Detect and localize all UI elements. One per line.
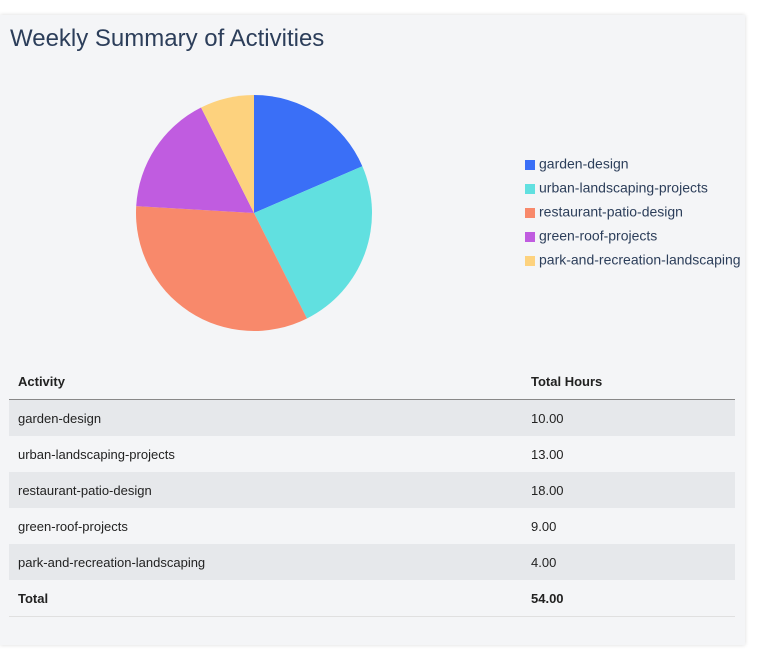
column-header: Total Hours (522, 363, 735, 400)
legend-swatch (525, 184, 535, 194)
table-row: restaurant-patio-design 18.00 (9, 472, 735, 508)
pie-slice (201, 95, 254, 213)
legend-label: park-and-recreation-landscaping (539, 252, 741, 268)
card: Weekly Summary of Activities garden-desi… (0, 15, 745, 645)
table-cell: 4.00 (522, 544, 735, 580)
legend-label: green-roof-projects (539, 228, 657, 244)
column-header: Activity (9, 363, 522, 400)
table-cell: Total (9, 580, 522, 617)
legend-swatch (525, 256, 535, 266)
header-row: Activity Total Hours (9, 363, 735, 400)
summary-table: Activity Total Hours garden-design 10.00 u… (9, 363, 735, 617)
table-cell: 10.00 (522, 399, 735, 436)
table-row: urban-landscaping-projects 13.00 (9, 436, 735, 472)
legend-label: restaurant-patio-design (539, 204, 683, 220)
chart: garden-design urban-landscaping-projects r… (136, 95, 741, 331)
table-cell: 13.00 (531, 446, 564, 462)
table-cell: park-and-recreation-landscaping (9, 544, 522, 580)
legend-swatch (525, 160, 535, 170)
legend-label: garden-design (539, 156, 629, 172)
table-cell: restaurant-patio-design (9, 472, 522, 508)
table-cell: 18.00 (522, 472, 735, 508)
pie-slice (136, 107, 254, 213)
pie-slice (136, 206, 307, 331)
pie-slice (254, 95, 363, 213)
table-cell: 54.00 (522, 580, 735, 617)
table-body: garden-design 10.00 urban-landscaping-proj… (9, 399, 735, 617)
table-row: green-roof-projects 9.00 (9, 508, 735, 544)
table-cell: green-roof-projects (18, 518, 128, 534)
table-cell: garden-design (9, 399, 522, 436)
table-row: garden-design 10.00 (9, 399, 735, 436)
legend-label: urban-landscaping-projects (539, 180, 708, 196)
table-cell: urban-landscaping-projects (18, 446, 175, 462)
legend-swatch (525, 232, 535, 242)
table-row: park-and-recreation-landscaping 4.00 (9, 544, 735, 580)
table-cell: 9.00 (531, 518, 557, 534)
table-row: Total 54.00 (9, 580, 735, 617)
chart-title: Weekly Summary of Activities (10, 25, 325, 52)
pie-slice (254, 166, 372, 319)
table-head: Activity Total Hours (9, 363, 735, 400)
legend-swatch (525, 208, 535, 218)
